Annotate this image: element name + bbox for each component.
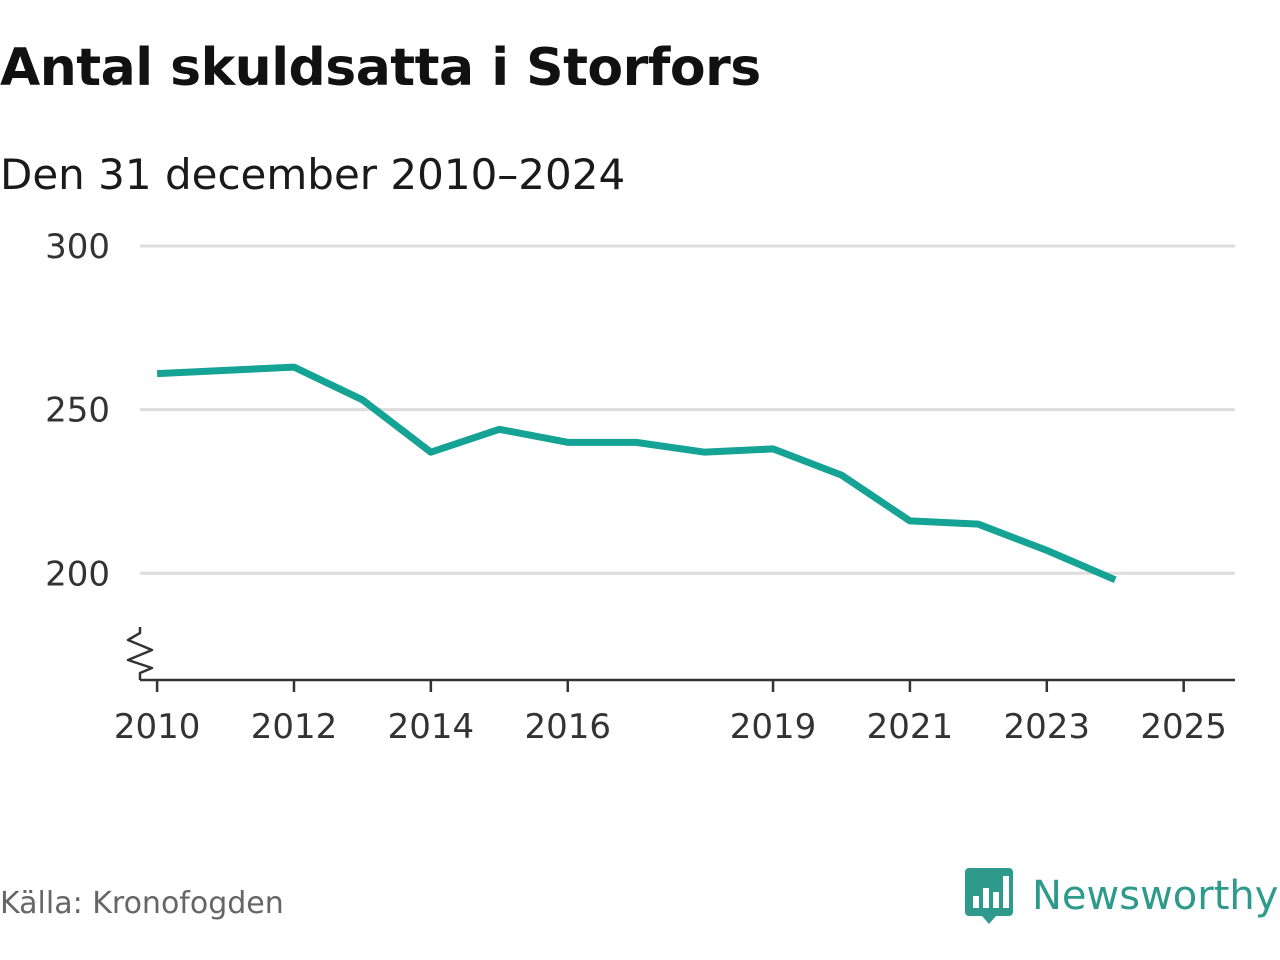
x-tick-label: 2023 xyxy=(1004,707,1091,747)
series-line xyxy=(156,363,1117,584)
x-tick-label: 2012 xyxy=(251,707,338,747)
newsworthy-logo-icon xyxy=(965,868,1013,924)
series xyxy=(156,363,1117,584)
axis-break-icon xyxy=(126,627,154,680)
gridlines xyxy=(140,244,1235,575)
brand-name: Newsworthy xyxy=(1032,873,1279,919)
x-tick-label: 2025 xyxy=(1140,707,1227,747)
source-note: Källa: Kronofogden xyxy=(0,886,284,921)
x-tick-label: 2019 xyxy=(730,707,817,747)
x-tick-label: 2010 xyxy=(114,707,201,747)
y-tick-label: 250 xyxy=(45,391,110,431)
chart-subtitle: Den 31 december 2010–2024 xyxy=(0,150,626,199)
x-axis-ticks: 2010 2012 2014 2016 2019 2021 2023 2025 xyxy=(114,680,1227,747)
x-tick-label: 2021 xyxy=(867,707,954,747)
y-axis-ticks: 200 250 300 xyxy=(45,227,110,594)
x-axis xyxy=(126,627,1235,682)
y-tick-label: 200 xyxy=(45,554,110,594)
x-tick-label: 2016 xyxy=(524,707,611,747)
x-tick-label: 2014 xyxy=(388,707,475,747)
y-tick-label: 300 xyxy=(45,227,110,267)
brand-logo[interactable]: Newsworthy xyxy=(964,866,1278,926)
chart-title: Antal skuldsatta i Storfors xyxy=(0,38,761,98)
